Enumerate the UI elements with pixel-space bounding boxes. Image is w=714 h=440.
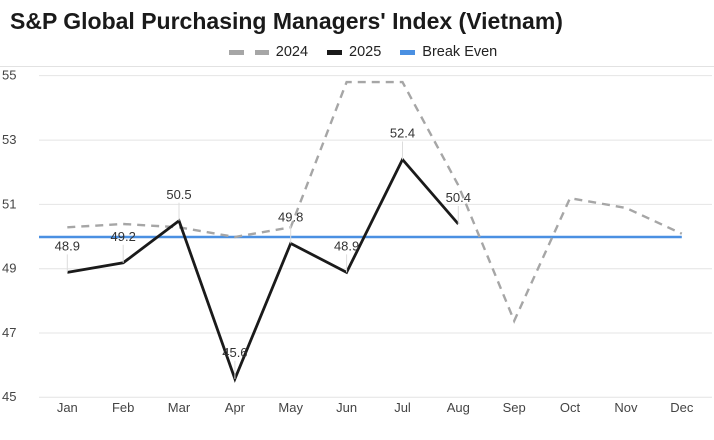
svg-text:48.9: 48.9: [334, 238, 359, 253]
svg-text:Apr: Apr: [225, 400, 246, 415]
svg-text:45.6: 45.6: [222, 345, 247, 360]
svg-text:Jul: Jul: [394, 400, 411, 415]
svg-text:47: 47: [2, 325, 16, 340]
svg-text:49.8: 49.8: [278, 209, 303, 224]
svg-text:Jun: Jun: [336, 400, 357, 415]
svg-text:49: 49: [2, 261, 16, 276]
svg-text:Feb: Feb: [112, 400, 134, 415]
svg-text:Aug: Aug: [447, 400, 470, 415]
svg-text:May: May: [278, 400, 303, 415]
svg-text:Oct: Oct: [560, 400, 581, 415]
svg-text:Mar: Mar: [168, 400, 191, 415]
svg-text:45: 45: [2, 389, 16, 404]
svg-text:53: 53: [2, 132, 16, 147]
svg-text:48.9: 48.9: [55, 238, 80, 253]
svg-text:Sep: Sep: [503, 400, 526, 415]
svg-text:Jan: Jan: [57, 400, 78, 415]
svg-text:Dec: Dec: [670, 400, 694, 415]
svg-text:51: 51: [2, 196, 16, 211]
svg-text:49.2: 49.2: [111, 229, 136, 244]
svg-text:Nov: Nov: [614, 400, 638, 415]
svg-text:55: 55: [2, 68, 16, 83]
svg-text:50.5: 50.5: [166, 187, 191, 202]
svg-text:52.4: 52.4: [390, 126, 415, 141]
svg-text:50.4: 50.4: [446, 190, 471, 205]
